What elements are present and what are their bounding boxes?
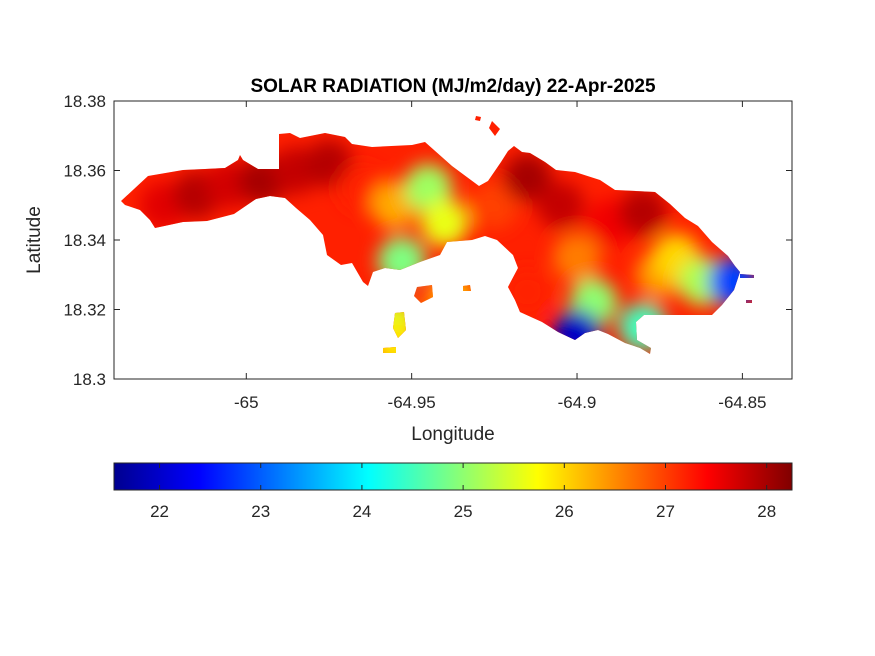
x-axis: -65 -64.95 -64.9 -64.85 bbox=[234, 101, 766, 412]
colorbar-tick-label: 24 bbox=[352, 502, 371, 521]
field-sample-12 bbox=[470, 181, 519, 230]
colorbar-tick-label: 26 bbox=[555, 502, 574, 521]
field-sample-14 bbox=[536, 181, 585, 230]
colorbar-tick-label: 28 bbox=[757, 502, 776, 521]
y-axis: 18.3 18.32 18.34 18.36 18.38 bbox=[63, 92, 792, 389]
y-tick-label: 18.34 bbox=[63, 231, 106, 250]
field-sample-17 bbox=[619, 188, 668, 237]
x-tick-label: -64.9 bbox=[558, 393, 597, 412]
colorbar-tick-label: 23 bbox=[251, 502, 270, 521]
y-tick-label: 18.3 bbox=[73, 370, 106, 389]
y-axis-label: Latitude bbox=[24, 206, 45, 274]
colorbar-tick-label: 22 bbox=[150, 502, 169, 521]
y-tick-label: 18.38 bbox=[63, 92, 106, 111]
x-tick-label: -65 bbox=[234, 393, 259, 412]
colorbar-tick-label: 25 bbox=[454, 502, 473, 521]
y-tick-label: 18.32 bbox=[63, 301, 106, 320]
field-sample-9 bbox=[420, 198, 469, 247]
field-sample-13 bbox=[503, 153, 552, 202]
colorbar bbox=[113, 462, 793, 491]
colorbar-tick-label: 27 bbox=[656, 502, 675, 521]
field-sample-15 bbox=[553, 233, 602, 282]
chart-title: SOLAR RADIATION (MJ/m2/day) 22-Apr-2025 bbox=[250, 76, 655, 97]
x-tick-label: -64.85 bbox=[718, 393, 766, 412]
x-axis-label: Longitude bbox=[411, 424, 494, 445]
colorbar-ticks: 22 23 24 25 26 27 28 bbox=[150, 463, 776, 521]
field-sample-5 bbox=[304, 139, 353, 188]
x-tick-label: -64.95 bbox=[388, 393, 436, 412]
y-tick-label: 18.36 bbox=[63, 162, 106, 181]
